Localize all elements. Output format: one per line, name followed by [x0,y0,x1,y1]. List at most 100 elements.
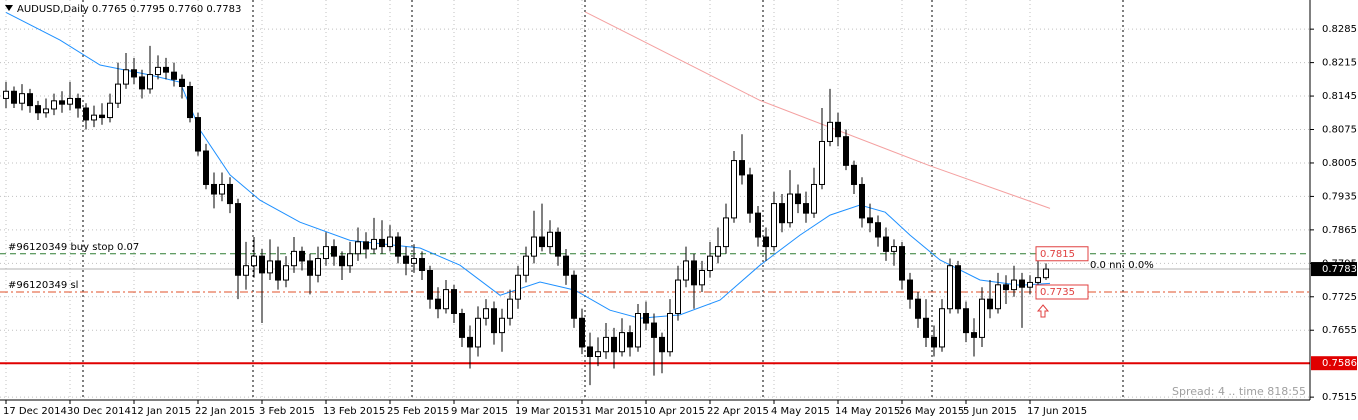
candle-body [587,346,593,358]
candle-body [699,269,705,286]
candle-body [339,255,345,267]
candle-body [67,97,73,105]
candle-body [131,69,137,78]
candle-body [755,212,761,238]
candle-body [723,217,729,248]
candle-body [987,298,993,310]
candle-body [691,260,697,286]
candle-body [763,236,769,248]
y-tick-label: 0.8285 [1322,24,1357,35]
candle-body [843,136,849,166]
y-tick-label: 0.8005 [1322,158,1357,169]
candle-body [251,255,257,267]
candle-body [883,236,889,252]
candle-body [475,317,481,348]
candle-body [203,150,209,185]
candle-body [923,317,929,338]
candle-body [235,203,241,276]
candle-body [19,93,25,104]
candle-body [163,66,169,73]
candle-body [419,258,425,271]
indicator-line [584,11,1051,209]
candle-body [683,260,689,281]
level-value: 0.7735 [1040,287,1075,298]
level-label: #96120349 sl [8,280,78,291]
level-axis-label: 0.7586 [1322,358,1357,369]
x-tick-label: 30 Dec 2014 [67,406,131,417]
candle-body [115,83,121,104]
candle-body [1019,279,1025,288]
x-tick-label: 5 Jun 2015 [963,406,1017,417]
candle-body [627,332,633,348]
candle-body [747,174,753,214]
candle-body [211,183,217,195]
candle-body [507,298,513,319]
candle-body [171,71,177,80]
y-tick-label: 0.7725 [1322,292,1357,303]
candle-body [451,289,457,315]
candle-body [523,255,529,276]
x-tick-label: 9 Mar 2015 [451,406,508,417]
candle-body [819,140,825,185]
candle-body [43,108,49,114]
candle-body [75,97,81,109]
candle-body [283,265,289,281]
candle-body [347,253,353,267]
candle-body [3,90,9,99]
candle-body [275,260,281,281]
candle-body [595,351,601,358]
candle-body [939,308,945,348]
candle-body [259,255,265,274]
candle-body [35,105,41,114]
candle-body [99,114,105,119]
candle-body [891,246,897,252]
candle-body [787,193,793,224]
candle-body [299,250,305,262]
candle-body [267,260,273,274]
candle-body [635,313,641,348]
level-value: 0.7815 [1040,249,1075,260]
x-tick-label: 10 Apr 2015 [643,406,705,417]
candle-body [435,298,441,310]
candle-body [995,284,1001,310]
y-tick-label: 0.7935 [1322,191,1357,202]
candle-body [323,246,329,260]
candle-body [107,102,113,119]
candle-body [1027,281,1033,288]
x-tick-label: 25 Feb 2015 [387,406,449,417]
candle-body [771,203,777,248]
level-label: #96120349 buy stop 0.07 [8,242,139,253]
candle-body [611,336,617,353]
candle-body [907,279,913,300]
candle-body [515,274,521,300]
chart-title: AUDUSD,Daily 0.7765 0.7795 0.7760 0.7783 [17,4,241,15]
x-tick-label: 12 Jan 2015 [131,406,191,417]
up-arrow [1036,304,1050,318]
candle-body [227,183,233,205]
status: Spread: 4 .. time 818:55 [1172,385,1306,398]
candle-body [875,222,881,238]
x-tick-label: 22 Jan 2015 [195,406,255,417]
candle-body [835,121,841,138]
candle-body [355,241,361,255]
candle-body [555,231,561,257]
x-tick-label: 26 May 2015 [899,406,964,417]
level-axis-box [1311,356,1357,371]
candle-body [483,308,489,319]
candle-body [123,69,129,85]
candle-body [779,203,785,224]
candle-body [27,93,33,107]
candle-body [659,336,665,353]
candle-body [531,236,537,257]
candle-body [827,121,833,142]
x-tick-label: 13 Feb 2015 [323,406,385,417]
candle-body [147,74,153,90]
candle-body [243,265,249,276]
candle-body [811,183,817,214]
candle-body [411,258,417,264]
order-info: 0.0 nn: 0.0% [1090,260,1154,271]
y-tick-label: 0.8215 [1322,58,1357,69]
x-tick-label: 19 Mar 2015 [515,406,578,417]
